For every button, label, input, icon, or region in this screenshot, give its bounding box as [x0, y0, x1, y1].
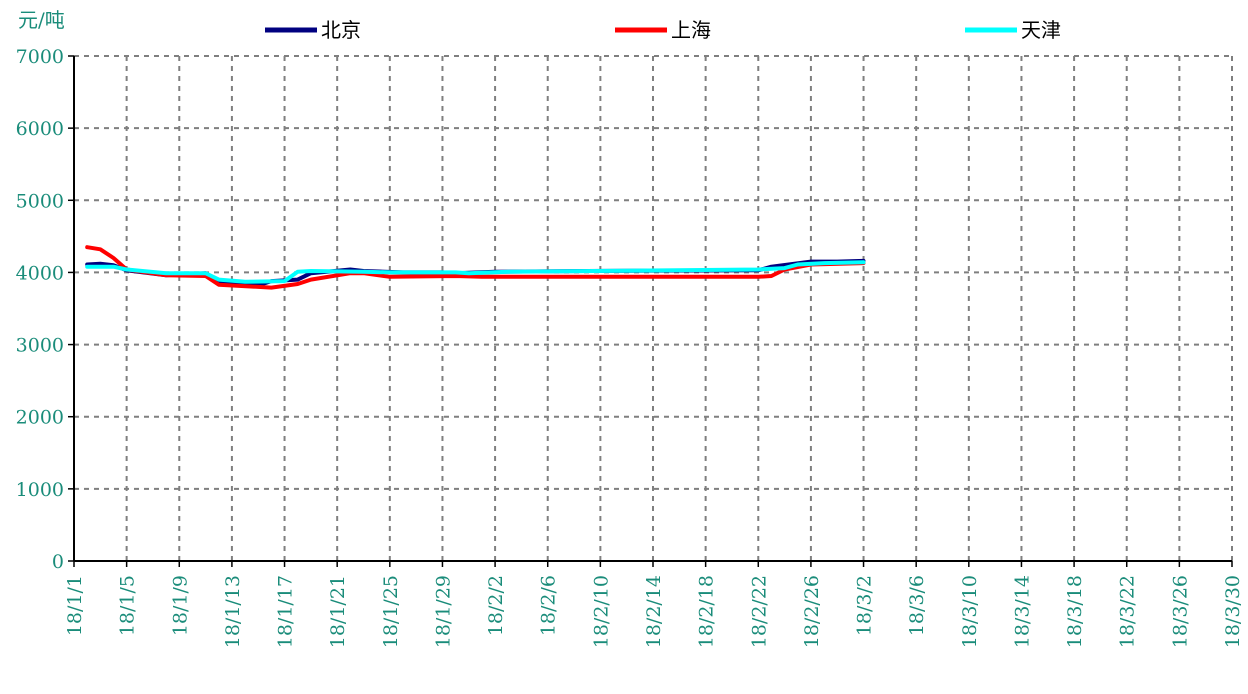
y-tick-label: 5000: [16, 190, 64, 212]
legend-label: 上海: [671, 18, 711, 42]
x-tick-label: 18/1/9: [169, 575, 191, 636]
y-tick-label: 6000: [16, 118, 64, 140]
legend-label: 北京: [321, 18, 361, 42]
y-axis-unit-label: 元/吨: [18, 8, 65, 32]
y-tick-label: 3000: [16, 335, 64, 357]
x-tick-label: 18/3/10: [959, 575, 981, 648]
series-line: [85, 245, 866, 290]
series-line: [85, 260, 866, 284]
x-tick-label: 18/1/13: [222, 575, 244, 648]
x-tick-label: 18/3/18: [1064, 575, 1086, 648]
axis-layer: 0 1000 2000 3000 4000 5000 6000 7000 18/1/1 18/1/…: [16, 46, 1244, 648]
x-tick-label: 18/1/5: [117, 575, 139, 636]
series-layer: [85, 245, 866, 290]
x-tick-label: 18/2/22: [748, 575, 770, 648]
x-tick-label: 18/3/26: [1169, 575, 1191, 648]
x-tick-label: 18/2/26: [801, 575, 823, 648]
legend: 北京 上海 天津: [265, 18, 1061, 42]
y-tick-label: 1000: [16, 479, 64, 501]
x-tick-label: 18/3/2: [854, 575, 876, 636]
x-tick-label: 18/3/22: [1117, 575, 1139, 648]
x-tick-label: 18/2/2: [485, 575, 507, 636]
y-tick-label: 4000: [16, 262, 64, 284]
y-tick-label: 2000: [16, 407, 64, 429]
x-tick-label: 18/3/30: [1222, 575, 1244, 648]
x-tick-label: 18/1/17: [275, 575, 297, 648]
x-tick-label: 18/2/10: [590, 575, 612, 648]
x-tick-label: 18/1/29: [432, 575, 454, 648]
legend-label: 天津: [1021, 18, 1061, 42]
x-tick-label: 18/3/6: [906, 575, 928, 636]
grid-layer: [74, 55, 1233, 561]
x-tick-label: 18/1/25: [380, 575, 402, 648]
x-tick-label: 18/1/1: [64, 575, 86, 636]
x-tick-label: 18/2/6: [538, 575, 560, 636]
x-tick-label: 18/3/14: [1011, 575, 1033, 648]
y-tick-label: 7000: [16, 46, 64, 68]
x-tick-label: 18/1/21: [327, 575, 349, 648]
x-tick-label: 18/2/18: [696, 575, 718, 648]
x-tick-label: 18/2/14: [643, 575, 665, 648]
y-tick-label: 0: [52, 551, 64, 573]
